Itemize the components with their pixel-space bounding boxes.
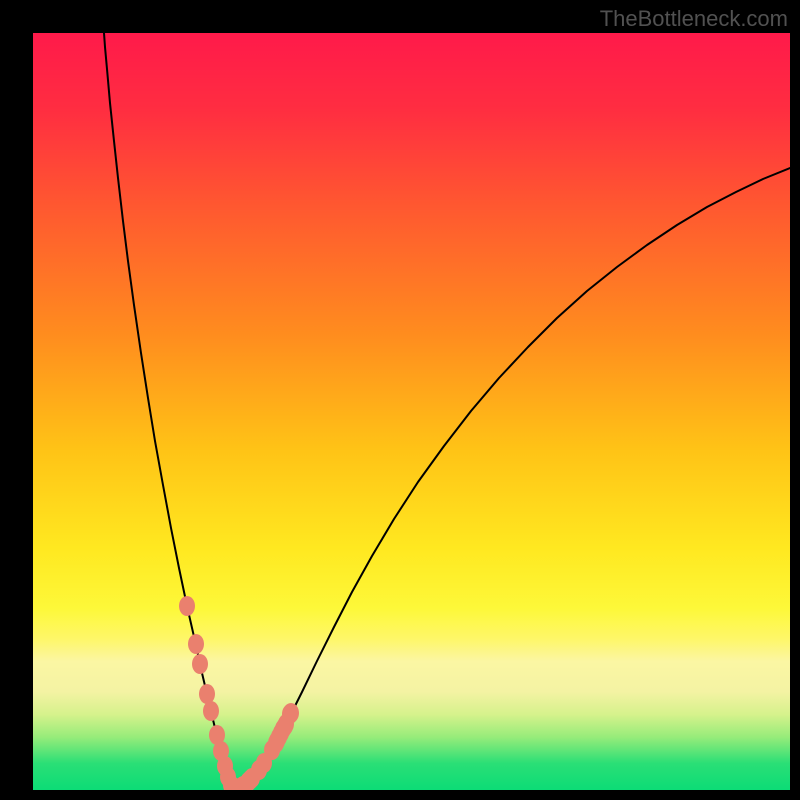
data-marker [203, 701, 219, 721]
chart-background [33, 33, 790, 790]
data-marker [188, 634, 204, 654]
chart-container: TheBottleneck.com [0, 0, 800, 800]
data-marker [199, 684, 215, 704]
data-marker [192, 654, 208, 674]
chart-plot-area [33, 33, 790, 790]
data-marker [179, 596, 195, 616]
data-marker [268, 733, 284, 753]
chart-svg [33, 33, 790, 790]
chart-outer-frame [0, 0, 800, 800]
data-marker [242, 770, 258, 790]
watermark-text: TheBottleneck.com [600, 6, 788, 32]
data-marker [278, 714, 294, 734]
